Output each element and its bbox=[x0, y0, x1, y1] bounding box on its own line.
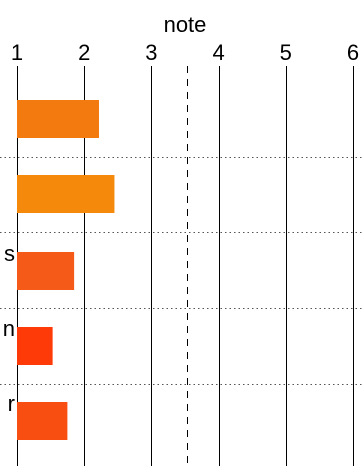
x-tick-label-2: 2 bbox=[78, 40, 90, 65]
bar-1 bbox=[17, 100, 99, 138]
x-axis-ticks: 1 2 3 4 5 6 bbox=[11, 40, 359, 65]
bar-4 bbox=[17, 327, 53, 365]
x-tick-label-3: 3 bbox=[145, 40, 157, 65]
row-labels: s n r bbox=[3, 241, 15, 416]
bars bbox=[17, 100, 115, 440]
row-label-4: n bbox=[3, 316, 15, 341]
row-label-5: r bbox=[8, 391, 15, 416]
x-tick-label-6: 6 bbox=[347, 40, 359, 65]
bar-2 bbox=[17, 175, 115, 213]
bar-5 bbox=[17, 402, 68, 440]
x-tick-label-5: 5 bbox=[280, 40, 292, 65]
x-tick-label-1: 1 bbox=[11, 40, 23, 65]
row-label-3: s bbox=[4, 241, 15, 266]
x-axis-title: note bbox=[164, 12, 207, 37]
x-tick-label-4: 4 bbox=[212, 40, 224, 65]
bar-3 bbox=[17, 252, 75, 290]
